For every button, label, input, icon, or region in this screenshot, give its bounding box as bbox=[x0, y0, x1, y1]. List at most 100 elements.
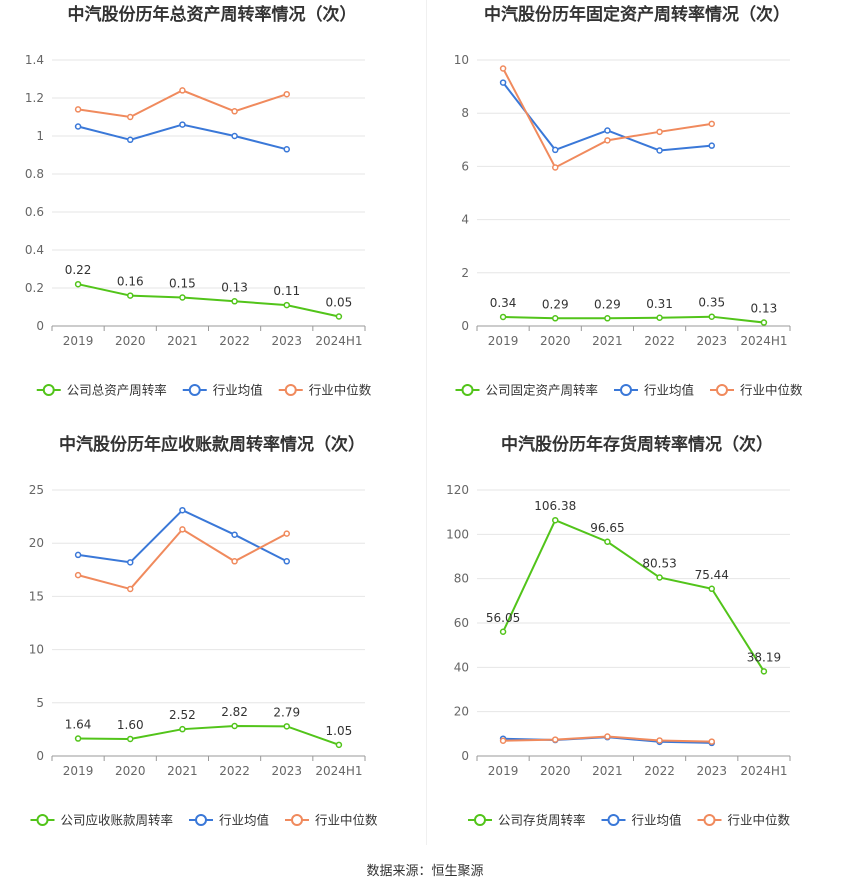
y-tick-label: 0 bbox=[36, 749, 44, 763]
x-tick-label: 2020 bbox=[540, 334, 571, 348]
y-tick-label: 0 bbox=[461, 749, 469, 763]
data-point-median bbox=[231, 108, 238, 115]
data-label: 0.11 bbox=[273, 284, 300, 298]
data-point-company bbox=[499, 313, 507, 321]
data-point-median bbox=[179, 526, 186, 533]
x-tick-label: 2019 bbox=[488, 764, 519, 778]
y-tick-label: 10 bbox=[454, 53, 469, 67]
data-label: 0.15 bbox=[169, 277, 196, 291]
data-point-median bbox=[231, 558, 238, 565]
legend-label: 公司总资产周转率 bbox=[67, 383, 167, 398]
data-point-company bbox=[127, 735, 134, 743]
legend-swatch-marker bbox=[461, 384, 474, 396]
chart-panel-fixed-asset-turnover: 中汽股份历年固定资产周转率情况（次） 0 2 4 6 8 10 2019 2020 2021 202… bbox=[425, 0, 850, 430]
legend-item-average: 行业均值 bbox=[182, 383, 263, 398]
series-line-median bbox=[77, 89, 288, 119]
legend-swatch-marker bbox=[291, 814, 303, 826]
y-tick-label: 40 bbox=[454, 660, 469, 674]
data-point-median bbox=[656, 737, 663, 744]
legend-item-median: 行业中位数 bbox=[278, 383, 372, 398]
data-label: 0.35 bbox=[698, 296, 725, 310]
series-line-average bbox=[77, 509, 288, 564]
data-label: 0.29 bbox=[594, 297, 621, 311]
data-point-median bbox=[604, 733, 611, 740]
x-tick-label: 2021 bbox=[167, 334, 198, 348]
data-point-average bbox=[283, 558, 290, 565]
chart-title: 中汽股份历年总资产周转率情况（次） bbox=[68, 4, 357, 25]
data-point-average bbox=[231, 132, 238, 140]
y-tick-label: 20 bbox=[454, 705, 469, 719]
chart-title: 中汽股份历年固定资产周转率情况（次） bbox=[484, 4, 790, 25]
x-tick-label: 2019 bbox=[63, 764, 94, 778]
data-point-average bbox=[499, 79, 507, 86]
data-point-median bbox=[708, 738, 715, 745]
chart-total-asset-turnover: 中汽股份历年总资产周转率情况（次） 0 0.2 0.4 0.6 0.8 1 1.2 1.4 201… bbox=[25, 4, 372, 398]
x-tick-label: 2022 bbox=[219, 764, 250, 778]
legend-label: 行业均值 bbox=[213, 383, 263, 398]
data-point-median bbox=[74, 106, 82, 113]
data-label: 0.05 bbox=[326, 296, 353, 310]
series-line-company bbox=[77, 283, 340, 318]
data-point-company bbox=[127, 292, 134, 299]
y-tick-label: 4 bbox=[461, 213, 469, 227]
data-label: 75.44 bbox=[695, 568, 729, 582]
data-label: 106.38 bbox=[534, 499, 576, 513]
data-point-average bbox=[127, 136, 134, 144]
data-point-median bbox=[552, 164, 559, 171]
data-label: 0.13 bbox=[751, 302, 778, 316]
data-label: 1.60 bbox=[117, 718, 144, 732]
data-point-average bbox=[656, 147, 663, 154]
data-point-average bbox=[127, 559, 134, 566]
data-point-median bbox=[179, 87, 186, 94]
y-tick-label: 10 bbox=[29, 643, 44, 657]
x-tick-label: 2020 bbox=[115, 334, 146, 348]
data-point-company bbox=[604, 538, 611, 546]
data-label: 0.29 bbox=[542, 297, 569, 311]
data-point-average bbox=[74, 551, 82, 559]
data-point-average bbox=[283, 146, 290, 153]
data-point-median bbox=[552, 736, 559, 743]
y-tick-label: 8 bbox=[461, 106, 469, 120]
legend-label: 行业中位数 bbox=[740, 383, 803, 398]
y-tick-label: 0.2 bbox=[25, 281, 44, 295]
y-tick-label: 0 bbox=[461, 319, 469, 333]
series-line-company bbox=[503, 315, 765, 324]
data-label: 0.13 bbox=[221, 280, 248, 294]
data-source-note: 数据来源：恒生聚源 bbox=[366, 864, 484, 879]
data-point-median bbox=[74, 571, 82, 579]
data-point-average bbox=[179, 506, 186, 514]
data-point-company bbox=[708, 313, 715, 320]
chart-panel-total-asset-turnover: 中汽股份历年总资产周转率情况（次） 0 0.2 0.4 0.6 0.8 1 1.2 1.4 201… bbox=[0, 0, 425, 430]
x-tick-label: 2021 bbox=[592, 764, 623, 778]
panel-divider bbox=[426, 0, 427, 845]
x-tick-label: 2023 bbox=[696, 764, 727, 778]
series-line-median bbox=[502, 68, 712, 169]
data-point-median bbox=[127, 113, 134, 121]
data-point-average bbox=[708, 142, 715, 149]
chart-receivables-turnover: 中汽股份历年应收账款周转率情况（次） 0 5 10 15 20 25 2019 2020 2021… bbox=[29, 434, 378, 828]
legend-swatch-marker bbox=[36, 814, 49, 826]
data-point-average bbox=[74, 123, 82, 130]
data-point-company bbox=[179, 294, 186, 301]
series-line-company bbox=[78, 724, 340, 746]
data-point-median bbox=[283, 530, 290, 537]
series-line-company bbox=[502, 518, 765, 672]
legend-item-company: 公司存货周转率 bbox=[468, 813, 586, 828]
x-tick-label: 2024H1 bbox=[315, 764, 362, 778]
data-point-company bbox=[231, 298, 238, 305]
legend-swatch-marker bbox=[607, 814, 620, 826]
y-tick-label: 80 bbox=[454, 572, 469, 586]
data-label: 1.05 bbox=[326, 724, 353, 738]
y-tick-label: 0.4 bbox=[25, 243, 44, 257]
legend-item-company: 公司总资产周转率 bbox=[36, 383, 167, 398]
legend-item-average: 行业均值 bbox=[189, 813, 269, 828]
legend-label: 公司固定资产周转率 bbox=[486, 383, 599, 398]
legend-label: 行业中位数 bbox=[309, 383, 372, 398]
data-point-median bbox=[708, 120, 715, 128]
x-tick-label: 2019 bbox=[488, 334, 519, 348]
data-point-company bbox=[656, 314, 663, 322]
legend-item-company: 公司固定资产周转率 bbox=[455, 383, 599, 398]
chart-panel-inventory-turnover: 中汽股份历年存货周转率情况（次） 0 20 40 60 80 100 120 2019 2020 2… bbox=[425, 430, 850, 860]
legend-item-company: 公司应收账款周转率 bbox=[30, 813, 173, 828]
x-tick-label: 2021 bbox=[592, 334, 623, 348]
